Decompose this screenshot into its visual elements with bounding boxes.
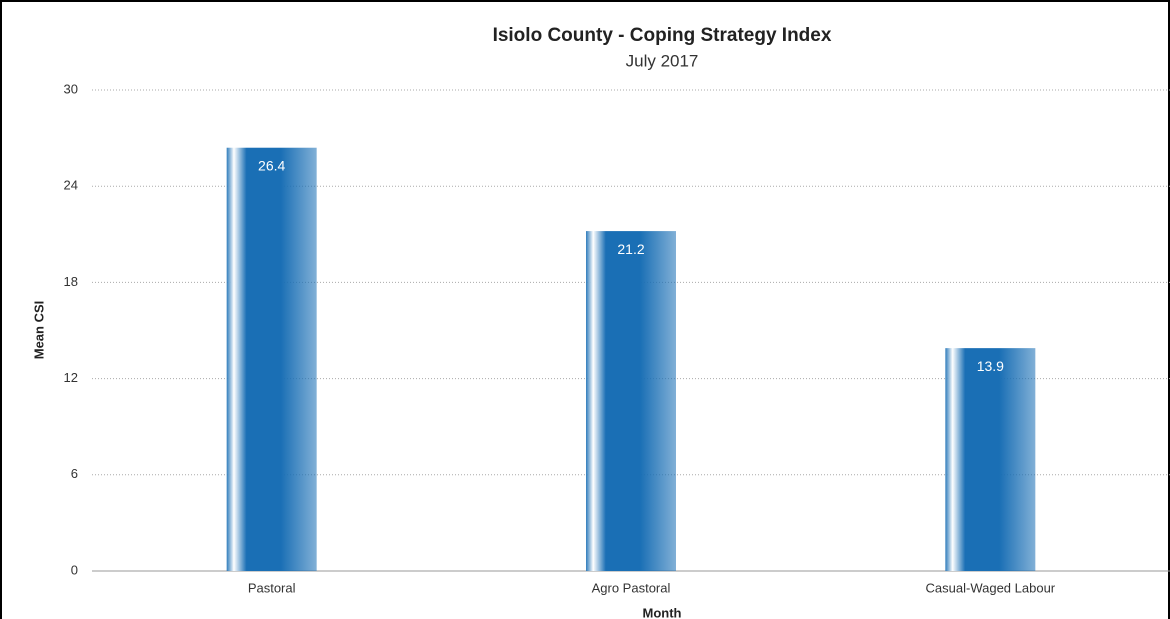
y-tick-label: 6	[71, 466, 78, 481]
y-axis-title: Mean CSI	[31, 301, 46, 360]
x-axis-title: Month	[643, 605, 682, 619]
bar	[226, 147, 317, 571]
chart-title: Isiolo County - Coping Strategy Index	[493, 25, 832, 46]
chart-subtitle: July 2017	[626, 51, 699, 70]
bar	[586, 231, 676, 572]
value-label: 26.4	[258, 157, 285, 173]
x-tick-label: Casual-Waged Labour	[926, 580, 1056, 595]
y-tick-label: 24	[64, 178, 78, 193]
y-tick-label: 12	[64, 370, 78, 385]
bar	[945, 348, 1036, 571]
x-tick-label: Agro Pastoral	[592, 580, 671, 595]
value-label: 21.2	[617, 241, 644, 257]
value-label: 13.9	[977, 358, 1004, 374]
x-tick-label: Pastoral	[248, 580, 296, 595]
y-tick-label: 30	[64, 81, 78, 96]
y-tick-label: 18	[64, 274, 78, 289]
y-tick-label: 0	[71, 562, 78, 577]
